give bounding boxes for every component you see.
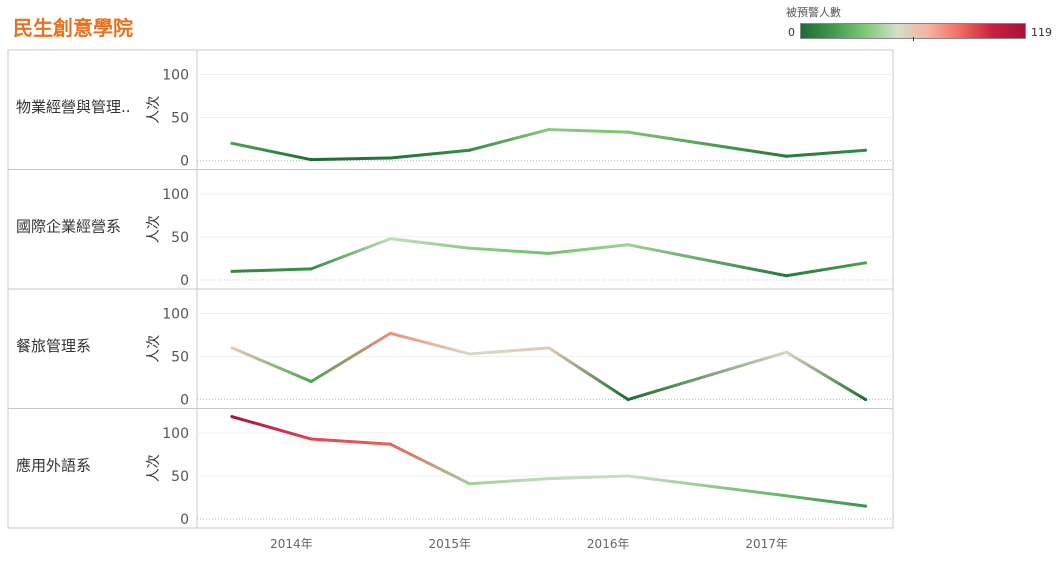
y-tick-label: 0 (180, 273, 189, 289)
y-tick-label: 50 (171, 230, 189, 246)
series-line-segment (309, 437, 392, 446)
y-tick-label: 0 (180, 393, 189, 409)
data-point (309, 267, 313, 271)
y-tick-label: 50 (171, 350, 189, 366)
y-axis-title: 人次 (146, 454, 162, 482)
legend-max-label: 119 (1031, 26, 1052, 39)
series-line-segment (388, 331, 472, 356)
series-line-segment (230, 346, 313, 383)
data-point (230, 269, 234, 273)
legend-min-label: 0 (788, 26, 795, 39)
legend-title: 被預警人數 (786, 6, 841, 19)
y-axis-title: 人次 (146, 335, 162, 363)
series-line-segment (626, 350, 788, 402)
data-point (626, 474, 630, 478)
series-line-segment (309, 331, 392, 383)
y-tick-label: 100 (162, 67, 189, 83)
data-point (784, 494, 788, 498)
data-point (626, 130, 630, 134)
series-line-segment (468, 246, 551, 255)
data-point (626, 398, 630, 402)
data-point (388, 442, 392, 446)
y-tick-label: 100 (162, 426, 189, 442)
series-line-segment (784, 148, 868, 158)
data-point (309, 437, 313, 441)
data-point (468, 148, 472, 152)
series-line-segment (547, 346, 630, 402)
y-axis-title: 人次 (146, 215, 162, 243)
series-line-segment (230, 141, 313, 162)
data-point (547, 477, 551, 481)
data-point (468, 246, 472, 250)
y-tick-label: 0 (180, 512, 189, 528)
x-tick-label: 2017年 (745, 537, 788, 551)
data-point (864, 261, 868, 265)
x-tick-label: 2016年 (587, 537, 630, 551)
series-line-segment (468, 477, 551, 486)
y-tick-label: 50 (171, 111, 189, 127)
x-tick-label: 2015年 (429, 537, 472, 551)
series-line-segment (468, 128, 551, 152)
series-line-segment (547, 243, 630, 255)
y-axis-title: 人次 (146, 96, 162, 124)
series-line-segment (309, 156, 392, 162)
series-line-segment (388, 237, 472, 250)
series-line-segment (784, 494, 868, 508)
series-line-segment (784, 261, 868, 278)
data-point (547, 346, 551, 350)
data-point (864, 148, 868, 152)
data-point (388, 156, 392, 160)
legend-marker (913, 37, 914, 41)
data-point (230, 415, 234, 419)
data-point (309, 379, 313, 383)
data-point (784, 154, 788, 158)
data-point (230, 141, 234, 145)
data-point (388, 237, 392, 241)
series-line-segment (468, 346, 551, 356)
x-tick-label: 2014年 (270, 537, 313, 551)
series-line-segment (547, 474, 630, 481)
y-tick-label: 100 (162, 306, 189, 322)
y-tick-label: 100 (162, 187, 189, 203)
series-line-segment (626, 243, 788, 278)
data-point (468, 352, 472, 356)
series-line-segment (784, 350, 868, 402)
series-line-segment (230, 267, 313, 273)
data-point (784, 350, 788, 354)
data-point (784, 274, 788, 278)
y-tick-label: 0 (180, 154, 189, 170)
series-line-segment (388, 442, 472, 486)
row-label: 應用外語系 (16, 457, 91, 475)
data-point (468, 482, 472, 486)
row-label: 餐旅管理系 (16, 337, 91, 355)
row-label: 物業經營與管理.. (16, 98, 131, 116)
series-line-segment (230, 415, 313, 441)
data-point (309, 158, 313, 162)
series-line-segment (626, 474, 788, 498)
data-point (388, 331, 392, 335)
row-label: 國際企業經營系 (16, 218, 121, 236)
series-line-segment (309, 237, 392, 271)
y-tick-label: 50 (171, 469, 189, 485)
page-title: 民生創意學院 (13, 16, 133, 40)
series-line-segment (388, 148, 472, 160)
data-point (864, 398, 868, 402)
data-point (547, 251, 551, 255)
data-point (626, 243, 630, 247)
series-line-segment (547, 128, 630, 134)
data-point (864, 504, 868, 508)
data-point (230, 346, 234, 350)
series-line-segment (626, 130, 788, 158)
data-point (547, 128, 551, 132)
